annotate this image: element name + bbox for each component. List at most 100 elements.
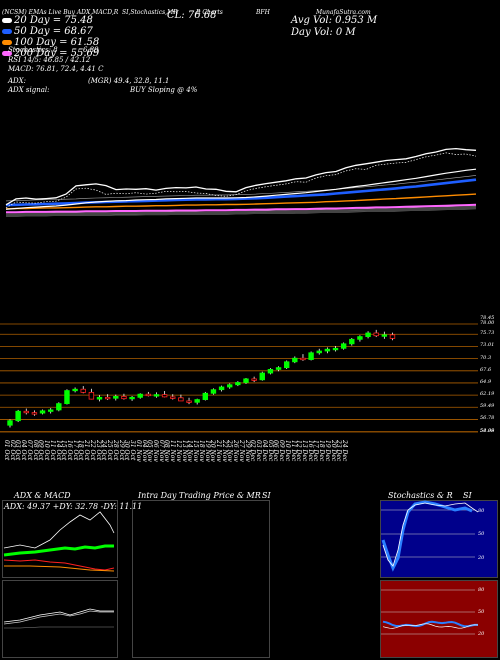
candle-body [104,396,111,400]
rsi-readout: RSI 14/5: 46.85 / 42.12 [8,56,91,64]
candle-body [153,394,160,397]
stoch-d-line [382,502,479,567]
price-tick-label: 64.9 [480,378,492,385]
candle-body [129,396,135,400]
macd-panel [2,580,118,658]
chart-title-charts: R Charts [196,9,223,16]
close-prefix: CL: [167,10,185,21]
candle-body [72,388,78,392]
stoch-value: 6.89 [83,46,99,54]
stoch-tick-80: 80 [478,508,485,514]
candle-body [275,367,282,370]
candle-body [31,412,38,415]
candle-body [39,410,46,414]
adx-minus-di-line [3,559,115,571]
chart-title-left: (NCSM) EMAs Live Buy ADX,MACD,R [2,9,119,16]
intraday-panel-si: SI [262,491,271,500]
stoch-k-line [381,500,473,572]
candle-body [96,396,103,400]
candle-body [251,378,257,381]
candle-body [80,388,86,393]
candle-body [300,357,306,361]
ticker-symbol: BFH [256,9,270,16]
rsi-tick-50: 50 [478,609,485,615]
candle-body [88,391,95,400]
candle-body [186,400,192,403]
adx-readout-label: ADX: [8,77,27,85]
adx-white-line [3,511,115,549]
ema-band-line [6,208,477,217]
ema200-legend: 200 Day = 55.69 [2,48,99,59]
candle-body [121,396,127,400]
site-name: MunafaSutra.com [316,9,371,16]
ema20-legend: 20 Day = 75.48 [2,15,93,26]
ema200-line [6,203,477,214]
rsi-tick-20: 20 [478,631,485,637]
rsi-line [382,620,478,628]
candle-body [349,338,355,345]
ema-band-line [6,206,477,215]
intraday-panel [132,500,270,658]
candle-body [357,336,363,340]
candle-body [373,332,379,337]
candle-body [267,369,274,374]
candle-body [202,392,209,400]
candle-body [170,396,176,399]
adx-signal-label: ADX signal: [8,86,50,94]
price-chart [0,147,478,433]
ema50-swatch [2,29,12,34]
candle-body [15,410,21,422]
close-price-label: CL: 76.68 [167,10,217,21]
candle-body [340,343,347,349]
candle-body [365,332,371,338]
price-high-line [5,147,477,206]
rsi-panel [380,580,498,658]
price-tick-label: 78.00 [480,320,495,327]
candle-body [56,403,62,411]
candle-body [389,334,396,339]
rsi-signal-line [382,623,479,629]
ema20-label: 20 Day = 75.48 [14,15,93,26]
candle-body [316,350,322,354]
candle-body [218,386,225,391]
price-tick-label: 67.6 [480,366,492,373]
candle-body [145,393,152,397]
ema-band-line [6,205,477,214]
stoch-readout: Stochastics: 8 [8,46,58,54]
adx-readout-values: (MGR) 49.4, 32.8, 11.1 [88,77,170,85]
stoch-tick-50: 50 [478,531,485,537]
candle-body [161,394,168,398]
stochastics-panel [380,500,498,578]
adx-plus-di-line [3,544,114,557]
avg-volume: Avg Vol: 0.953 M [291,15,378,26]
intraday-panel-title: Intra Day Trading Price & MR [138,491,261,500]
macd-readout: MACD: 76.81, 72.4, 4.41 C [8,65,104,73]
ema-band-line [6,207,477,216]
candle-body [7,420,13,426]
price-tick-label: 70.3 [480,354,492,361]
close-value: 76.68 [187,10,217,21]
chart-title-mid: SI,Stochastics,MR [122,9,178,16]
adx-signal-value: BUY Sloping @ 4% [130,86,198,94]
ema50-legend: 50 Day = 68.67 [2,26,93,37]
stoch-panel-title: Stochastics & R [388,491,453,500]
candle-body [113,396,119,399]
adx-panel-readout: ADX: 49.37 +DY: 32.78 -DY: 11.11 [4,502,143,511]
price-tick-label: 75.73 [480,330,495,337]
price-tick-label: 56.78 [480,415,495,422]
candle-body [283,361,290,369]
candle-body [178,397,184,402]
price-tick-label: 54.08 [480,427,495,434]
ema100-swatch [2,40,12,45]
ema20-swatch [2,18,12,23]
price-tick-label: 59.49 [480,403,495,410]
adx-panel [2,500,118,578]
candle-body [332,347,339,351]
adx-line [4,565,115,572]
candle-body [227,384,233,388]
adx-panel-title: ADX & MACD [14,491,71,500]
macd-signal-line [3,610,114,625]
ema20-line [5,168,477,210]
candle-body [64,390,70,405]
